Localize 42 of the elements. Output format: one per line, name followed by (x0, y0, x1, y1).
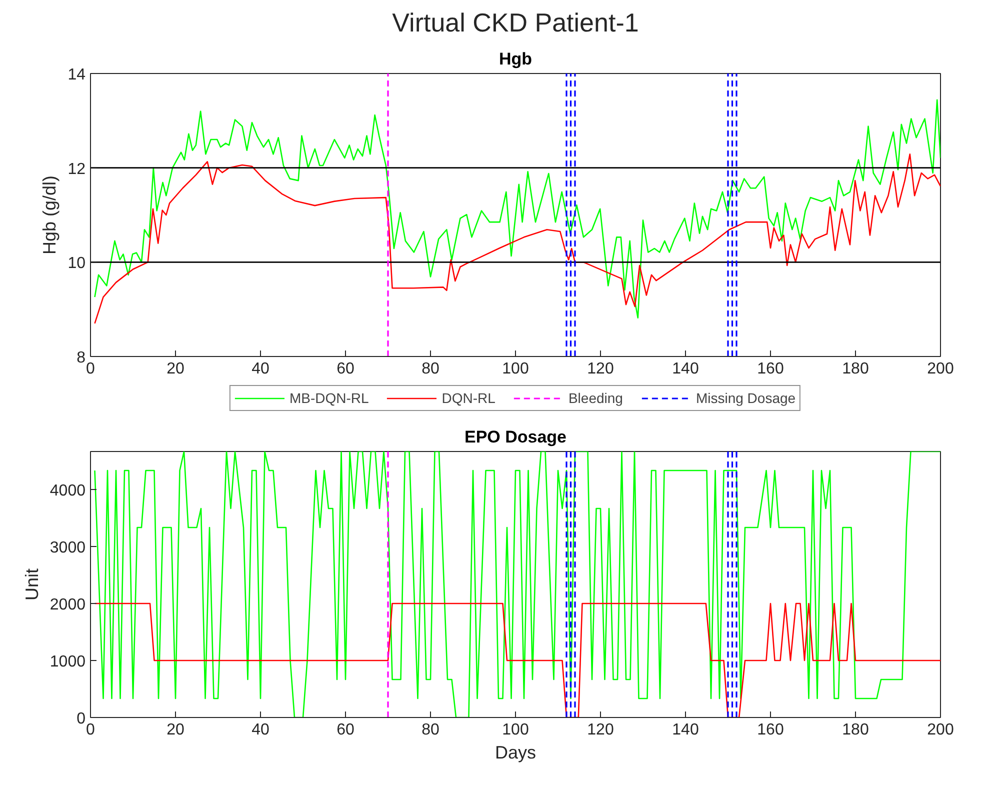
y-tick-label: 8 (76, 350, 86, 366)
x-tick-label: 100 (502, 360, 529, 378)
x-tick-label: 140 (672, 360, 699, 378)
x-tick-label: 60 (336, 722, 354, 738)
x-tick-label: 140 (672, 722, 699, 738)
x-tick-label: 100 (502, 722, 529, 738)
x-axis-title: Days (494, 742, 536, 762)
y-tick-label: 4000 (50, 482, 86, 500)
x-tick-label: 120 (587, 722, 614, 738)
legend-label: Missing Dosage (696, 390, 796, 406)
x-tick-label: 20 (166, 360, 184, 378)
x-tick-label: 160 (757, 722, 784, 738)
x-tick-label: 40 (252, 360, 270, 378)
legend-label: MB-DQN-RL (289, 390, 369, 406)
line-series (94, 154, 940, 324)
x-tick-label: 60 (336, 360, 354, 378)
x-tick-label: 20 (166, 722, 184, 738)
y-tick-label: 10 (68, 255, 86, 272)
y-tick-label: 3000 (50, 540, 86, 557)
legend-label: Bleeding (568, 390, 623, 406)
x-tick-label: 180 (842, 722, 869, 738)
chart-subtitle: Hgb (498, 50, 532, 68)
line-series (94, 452, 940, 718)
x-tick-label: 160 (757, 360, 784, 378)
x-tick-label: 200 (927, 722, 954, 738)
y-axis-title: Unit (22, 568, 42, 601)
y-tick-label: 2000 (50, 596, 86, 614)
x-tick-label: 80 (422, 722, 440, 738)
x-tick-label: 40 (252, 722, 270, 738)
y-tick-label: 1000 (50, 654, 86, 671)
line-series (94, 99, 940, 318)
chart-title: EPO Dosage (464, 428, 567, 446)
legend-label: DQN-RL (442, 390, 496, 406)
x-tick-label: 180 (842, 360, 869, 378)
y-tick-label: 12 (68, 160, 86, 178)
x-tick-label: 120 (587, 360, 614, 378)
x-tick-label: 200 (927, 360, 954, 378)
x-tick-label: 80 (422, 360, 440, 378)
y-tick-label: 14 (68, 66, 86, 84)
y-tick-label: 0 (76, 710, 86, 728)
chart-title: Virtual CKD Patient-1 (392, 8, 639, 38)
y-axis-title: Hgb (g/dl) (40, 175, 60, 255)
